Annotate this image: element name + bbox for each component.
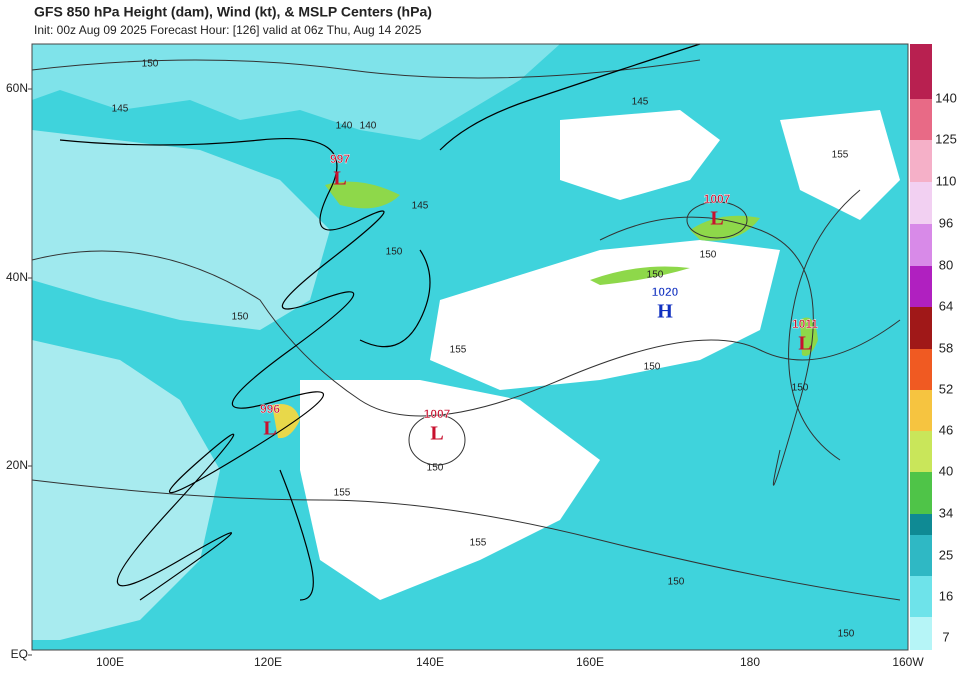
colorbar-segment xyxy=(910,617,932,650)
colorbar-label: 110 xyxy=(936,173,957,188)
contour-label: 145 xyxy=(112,104,129,115)
contour-label: 150 xyxy=(427,463,444,474)
coastlines xyxy=(59,43,701,601)
contour-label: 150 xyxy=(700,250,717,261)
strong-wind xyxy=(590,266,690,285)
contour-label: 155 xyxy=(832,150,849,161)
contour-label: 140 xyxy=(360,121,377,132)
lat-label: 40N xyxy=(6,270,28,284)
colorbar-segment xyxy=(910,535,932,576)
lon-label: 100E xyxy=(96,655,124,669)
colorbar xyxy=(910,44,932,650)
contour-label: 145 xyxy=(412,201,429,212)
map-subtitle: Init: 00z Aug 09 2025 Forecast Hour: [12… xyxy=(34,23,422,37)
pressure-value: 1020 xyxy=(652,285,679,299)
pressure-center-letter: L xyxy=(333,168,346,190)
colorbar-segment xyxy=(910,472,932,514)
colorbar-label: 16 xyxy=(939,588,953,603)
contour-label: 155 xyxy=(450,345,467,356)
lat-label: 20N xyxy=(6,458,28,472)
colorbar-segment xyxy=(910,266,932,307)
strong-wind xyxy=(325,181,400,209)
strong-wind xyxy=(272,404,300,439)
colorbar-segment xyxy=(910,99,932,140)
colorbar-label: 46 xyxy=(939,422,953,437)
colorbar-label: 125 xyxy=(935,131,957,146)
lon-label: 160E xyxy=(576,655,604,669)
contour-label: 145 xyxy=(632,97,649,108)
colorbar-label: 25 xyxy=(939,547,953,562)
map-title: GFS 850 hPa Height (dam), Wind (kt), & M… xyxy=(34,4,432,20)
colorbar-segment xyxy=(910,182,932,224)
lon-label: 160W xyxy=(892,655,924,669)
pressure-value: 1011 xyxy=(792,317,818,331)
colorbar-label: 80 xyxy=(939,257,953,272)
colorbar-label: 140 xyxy=(935,90,957,105)
strong-wind xyxy=(690,215,760,241)
calm-region xyxy=(780,110,900,220)
pressure-value: 997 xyxy=(330,152,350,166)
colorbar-segment xyxy=(910,431,932,472)
colorbar-label: 34 xyxy=(939,505,953,520)
contour-label: 140 xyxy=(336,121,353,132)
lon-label: 120E xyxy=(254,655,282,669)
contour-label: 150 xyxy=(647,270,664,281)
colorbar-segment xyxy=(910,44,932,99)
pressure-center-letter: L xyxy=(430,423,443,445)
colorbar-segment xyxy=(910,514,932,535)
calm-region xyxy=(430,240,780,390)
pressure-value: 996 xyxy=(260,402,280,416)
wind-field-light xyxy=(32,44,560,140)
lat-label: EQ xyxy=(11,647,28,661)
colorbar-segment xyxy=(910,576,932,617)
lon-label: 180 xyxy=(740,655,760,669)
lat-label: 60N xyxy=(6,81,28,95)
calm-region xyxy=(560,110,720,200)
colorbar-label: 58 xyxy=(939,340,953,355)
contour-label: 150 xyxy=(232,312,249,323)
contour-label: 155 xyxy=(334,488,351,499)
colorbar-segment xyxy=(910,390,932,431)
lon-label: 140E xyxy=(416,655,444,669)
colorbar-label: 52 xyxy=(939,381,953,396)
contour-label: 150 xyxy=(386,247,403,258)
colorbar-label: 40 xyxy=(939,463,953,478)
colorbar-label: 64 xyxy=(939,298,953,313)
calm-region xyxy=(300,380,600,600)
pressure-center-letter: L xyxy=(798,333,811,355)
pressure-center-letter: L xyxy=(263,418,276,440)
map-frame xyxy=(31,43,909,651)
colorbar-segment xyxy=(910,224,932,266)
pressure-value: 1007 xyxy=(704,192,731,206)
land-region xyxy=(32,130,330,330)
contour-label: 150 xyxy=(792,383,809,394)
height-contours xyxy=(31,59,901,601)
colorbar-segment xyxy=(910,349,932,390)
pressure-value: 1007 xyxy=(424,407,451,421)
map-area xyxy=(31,43,909,651)
pressure-center-letter: H xyxy=(657,301,673,323)
contour-label: 150 xyxy=(668,577,685,588)
colorbar-label: 96 xyxy=(939,215,953,230)
colorbar-label: 7 xyxy=(942,629,949,644)
colorbar-segment xyxy=(910,307,932,349)
contour-label: 155 xyxy=(470,538,487,549)
contour-label: 150 xyxy=(838,629,855,640)
colorbar-segment xyxy=(910,140,932,182)
pressure-center-letter: L xyxy=(710,208,723,230)
contour-label: 150 xyxy=(142,59,159,70)
contour-label: 150 xyxy=(644,362,661,373)
